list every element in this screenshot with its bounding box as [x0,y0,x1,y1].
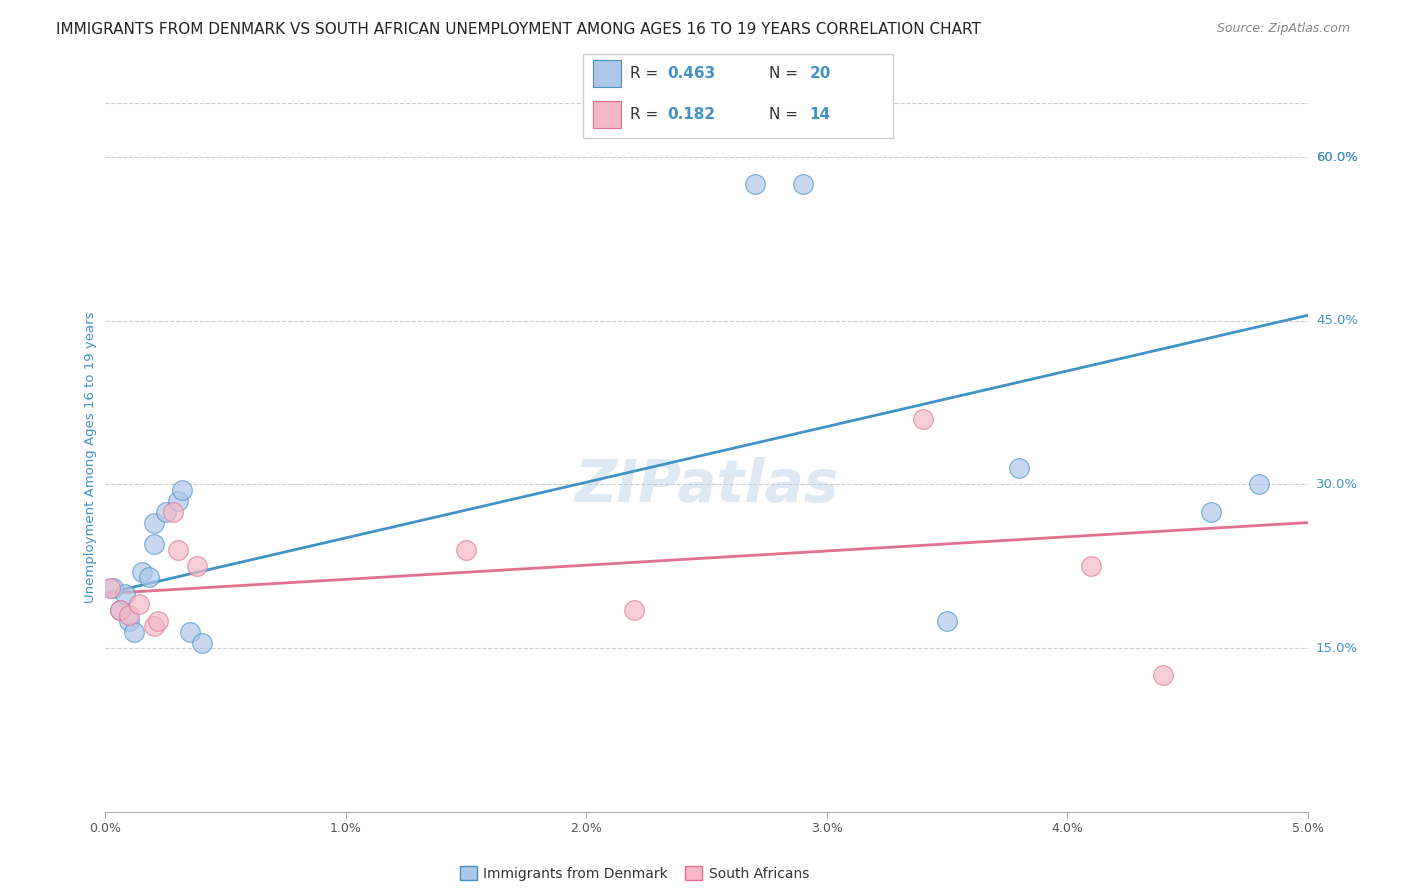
Point [142,537,165,551]
Text: 45.0%: 45.0% [1316,314,1358,327]
Text: 0.182: 0.182 [666,107,716,122]
Point [623,603,645,617]
Point [454,542,477,557]
Point [108,603,131,617]
Text: 60.0%: 60.0% [1316,151,1358,163]
FancyBboxPatch shape [593,101,620,128]
Text: N =: N = [769,66,803,81]
Point [190,635,212,649]
Point [124,624,146,639]
Point [101,581,124,595]
Y-axis label: Unemployment Among Ages 16 to 19 years: Unemployment Among Ages 16 to 19 years [84,311,97,603]
FancyBboxPatch shape [593,61,620,87]
Point [186,559,208,574]
Point [162,505,184,519]
Legend: Immigrants from Denmark, South Africans: Immigrants from Denmark, South Africans [454,861,814,887]
Point [792,178,814,192]
Point [142,516,165,530]
Point [98,581,121,595]
Text: R =: R = [630,66,664,81]
Text: 60.0%: 60.0% [1316,151,1358,163]
Point [118,614,141,628]
Text: 14: 14 [810,107,831,122]
Text: IMMIGRANTS FROM DENMARK VS SOUTH AFRICAN UNEMPLOYMENT AMONG AGES 16 TO 19 YEARS : IMMIGRANTS FROM DENMARK VS SOUTH AFRICAN… [56,22,981,37]
Point [138,570,160,584]
Point [118,608,141,623]
FancyBboxPatch shape [583,54,893,138]
Text: 30.0%: 30.0% [1316,478,1358,491]
Point [114,586,136,600]
Point [155,505,177,519]
Point [142,619,165,633]
Point [744,178,766,192]
Point [166,493,188,508]
Point [1152,668,1174,682]
Text: Source: ZipAtlas.com: Source: ZipAtlas.com [1216,22,1350,36]
Point [128,598,150,612]
Text: ZIPatlas: ZIPatlas [574,457,839,514]
Text: R =: R = [630,107,664,122]
Point [166,542,188,557]
Point [1201,505,1223,519]
Point [1249,477,1271,491]
Point [172,483,194,497]
Point [148,614,170,628]
Text: 15.0%: 15.0% [1316,641,1358,655]
Point [179,624,201,639]
Text: 0.463: 0.463 [666,66,716,81]
Point [108,603,131,617]
Text: 20: 20 [810,66,831,81]
Text: N =: N = [769,107,803,122]
Point [1080,559,1102,574]
Point [911,412,934,426]
Point [131,565,153,579]
Point [1008,461,1031,475]
Point [936,614,959,628]
